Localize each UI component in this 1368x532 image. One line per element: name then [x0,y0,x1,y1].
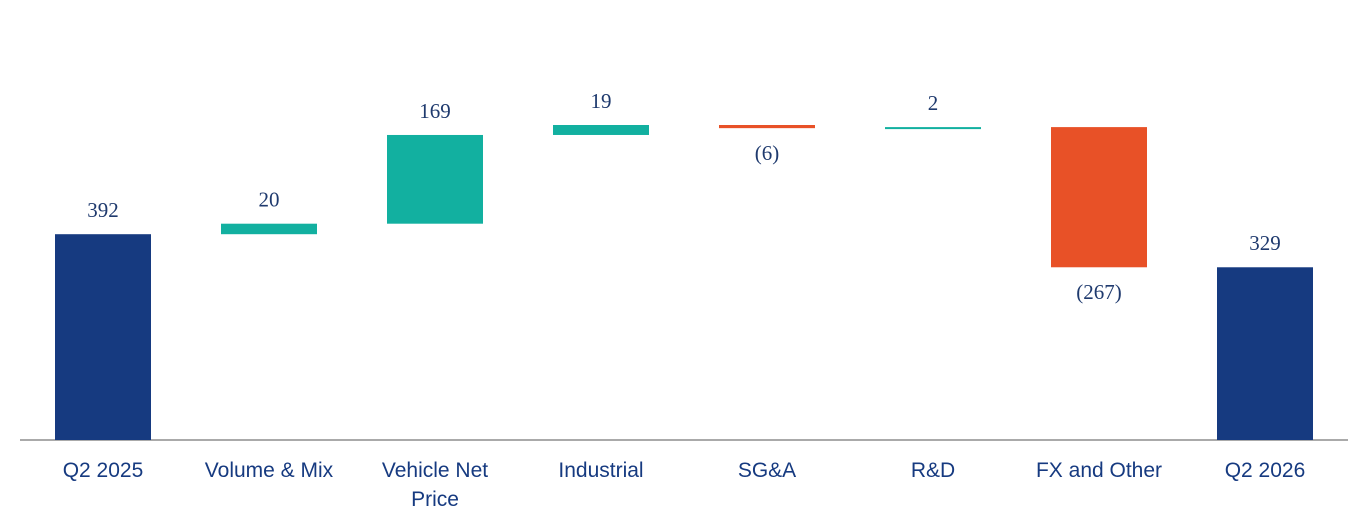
x-tick-label: Industrial [558,459,644,482]
bar [885,127,981,130]
value-label: (6) [755,141,780,165]
value-label: 20 [259,188,280,212]
bar [221,223,317,235]
x-tick-label: SG&A [737,459,797,482]
bar [1217,267,1313,440]
value-label: (267) [1076,280,1122,304]
value-label: 19 [591,89,612,113]
x-tick-label: Volume & Mix [204,459,334,482]
bar [55,234,151,440]
x-tick-label: Q2 2025 [62,459,144,482]
x-tick-label: Vehicle Net Price [381,459,489,511]
value-label: 169 [419,99,451,123]
bar [719,125,815,129]
bar [1051,127,1147,268]
x-tick-label: R&D [910,459,956,482]
value-label: 2 [928,91,939,115]
value-label: 329 [1249,231,1281,255]
x-tick-label: Q2 2026 [1224,459,1306,482]
x-tick-label: FX and Other [1035,459,1163,482]
bar [553,125,649,135]
bar [387,134,483,224]
value-label: 392 [87,198,119,222]
